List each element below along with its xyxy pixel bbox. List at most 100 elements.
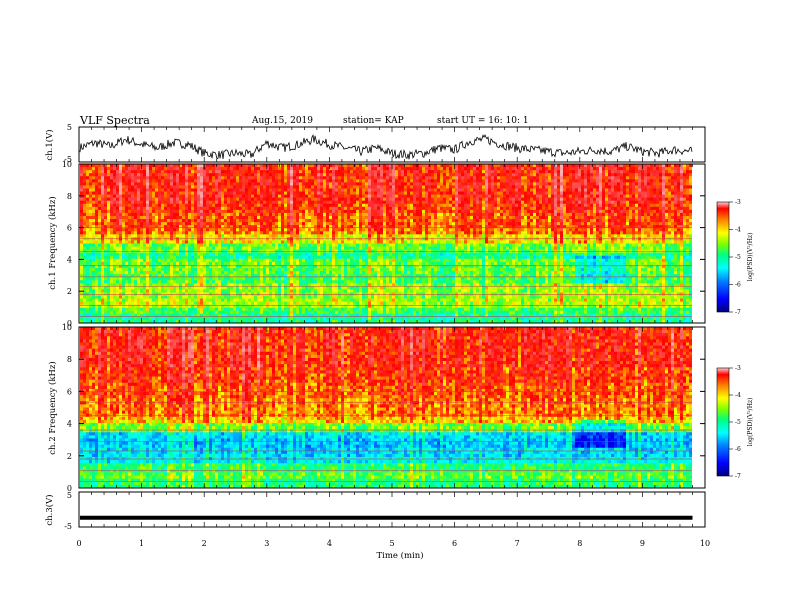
spectrogram-cell xyxy=(143,179,146,183)
spectrogram-cell xyxy=(536,215,539,220)
spectrogram-cell xyxy=(518,219,521,223)
spectrogram-cell xyxy=(332,200,335,205)
spectrogram-cell xyxy=(572,212,575,217)
spectrogram-cell xyxy=(131,170,134,174)
spectrogram-cell xyxy=(455,219,458,223)
spectrogram-cell xyxy=(584,225,587,229)
spectrogram-cell xyxy=(488,185,491,189)
spectrogram-cell xyxy=(419,188,422,192)
spectrogram-cell xyxy=(470,167,473,171)
spectrogram-cell xyxy=(143,185,146,189)
spectrogram-cell xyxy=(290,222,293,226)
spectrogram-cell xyxy=(497,197,500,202)
spectrogram-cell xyxy=(680,182,683,186)
spectrogram-cell xyxy=(293,194,296,199)
spectrogram-cell xyxy=(566,222,569,226)
spectrogram-cell xyxy=(221,188,224,192)
spectrogram-cell xyxy=(680,225,683,229)
spectrogram-cell xyxy=(317,188,320,192)
spectrogram-cell xyxy=(119,164,122,168)
spectrogram-cell xyxy=(170,197,173,202)
spectrogram-cell xyxy=(602,206,605,211)
spectrogram-cell xyxy=(419,228,422,232)
spectrogram-cell xyxy=(80,176,83,180)
spectrogram-cell xyxy=(152,173,155,177)
spectrogram-cell xyxy=(305,173,308,177)
spectrogram-cell xyxy=(518,164,521,168)
spectrogram-cell xyxy=(149,170,152,174)
spectrogram-cell xyxy=(203,203,206,208)
spectrogram-cell xyxy=(269,228,272,232)
spectrogram-cell xyxy=(86,231,89,235)
spectrogram-cell xyxy=(485,182,488,186)
spectrogram-cell xyxy=(257,176,260,180)
spectrogram-cell xyxy=(404,228,407,232)
spectrogram-cell xyxy=(626,222,629,226)
spectrogram-cell xyxy=(611,170,614,174)
spectrogram-cell xyxy=(458,219,461,223)
spectrogram-cell xyxy=(182,164,185,168)
spectrogram-cell xyxy=(416,191,419,195)
spectrogram-cell xyxy=(602,225,605,229)
spectrogram-cell xyxy=(164,237,167,241)
spectrogram-cell xyxy=(350,219,353,223)
spectrogram-cell xyxy=(644,222,647,226)
spectrogram-cell xyxy=(206,167,209,171)
spectrogram-cell xyxy=(449,176,452,180)
spectrogram-cell xyxy=(485,203,488,208)
spectrogram-cell xyxy=(260,212,263,217)
spectrogram-cell xyxy=(359,234,362,238)
spectrogram-cell xyxy=(671,228,674,232)
spectrogram-cell xyxy=(356,234,359,238)
spectrogram-cell xyxy=(332,170,335,174)
spectrogram-cell xyxy=(311,219,314,223)
spectrogram-cell xyxy=(386,179,389,183)
spectrogram-cell xyxy=(158,170,161,174)
spectrogram-cell xyxy=(485,179,488,183)
spectrogram-cell xyxy=(221,234,224,238)
spectrogram-cell xyxy=(146,237,149,241)
spectrogram-cell xyxy=(86,182,89,186)
spectrogram-cell xyxy=(677,167,680,171)
spectrogram-cell xyxy=(236,203,239,208)
spectrogram-cell xyxy=(392,206,395,211)
spectrogram-cell xyxy=(656,200,659,205)
spectrogram-cell xyxy=(605,225,608,229)
spectrogram-cell xyxy=(314,182,317,186)
spectrogram-cell xyxy=(209,179,212,183)
spectrogram-cell xyxy=(287,231,290,235)
spectrogram-cell xyxy=(173,212,176,217)
spectrogram-cell xyxy=(413,179,416,183)
spectrogram-cell xyxy=(197,182,200,186)
spectrogram-cell xyxy=(569,185,572,189)
spectrogram-cell xyxy=(221,167,224,171)
spectrogram-cell xyxy=(386,200,389,205)
spectrogram-cell xyxy=(464,215,467,220)
spectrogram-cell xyxy=(248,176,251,180)
spectrogram-cell xyxy=(305,209,308,214)
spectrogram-cell xyxy=(155,176,158,180)
spectrogram-cell xyxy=(272,176,275,180)
spectrogram-cell xyxy=(92,188,95,192)
spectrogram-cell xyxy=(194,167,197,171)
spectrogram-cell xyxy=(407,170,410,174)
spectrogram-cell xyxy=(632,194,635,199)
spectrogram-cell xyxy=(506,228,509,232)
spectrogram-cell xyxy=(362,179,365,183)
spectrogram-cell xyxy=(248,212,251,217)
spectrogram-cell xyxy=(563,222,566,226)
spectrogram-cell xyxy=(314,185,317,189)
spectrogram-cell xyxy=(224,170,227,174)
spectrogram-cell xyxy=(299,228,302,232)
spectrogram-cell xyxy=(287,212,290,217)
spectrogram-cell xyxy=(311,176,314,180)
spectrogram-cell xyxy=(476,206,479,211)
spectrogram-cell xyxy=(383,182,386,186)
spectrogram-cell xyxy=(119,191,122,195)
spectrogram-cell xyxy=(326,197,329,202)
spectrogram-cell xyxy=(560,228,563,232)
spectrogram-cell xyxy=(551,197,554,202)
spectrogram-cell xyxy=(95,225,98,229)
spectrogram-cell xyxy=(518,203,521,208)
spectrogram-cell xyxy=(641,209,644,214)
